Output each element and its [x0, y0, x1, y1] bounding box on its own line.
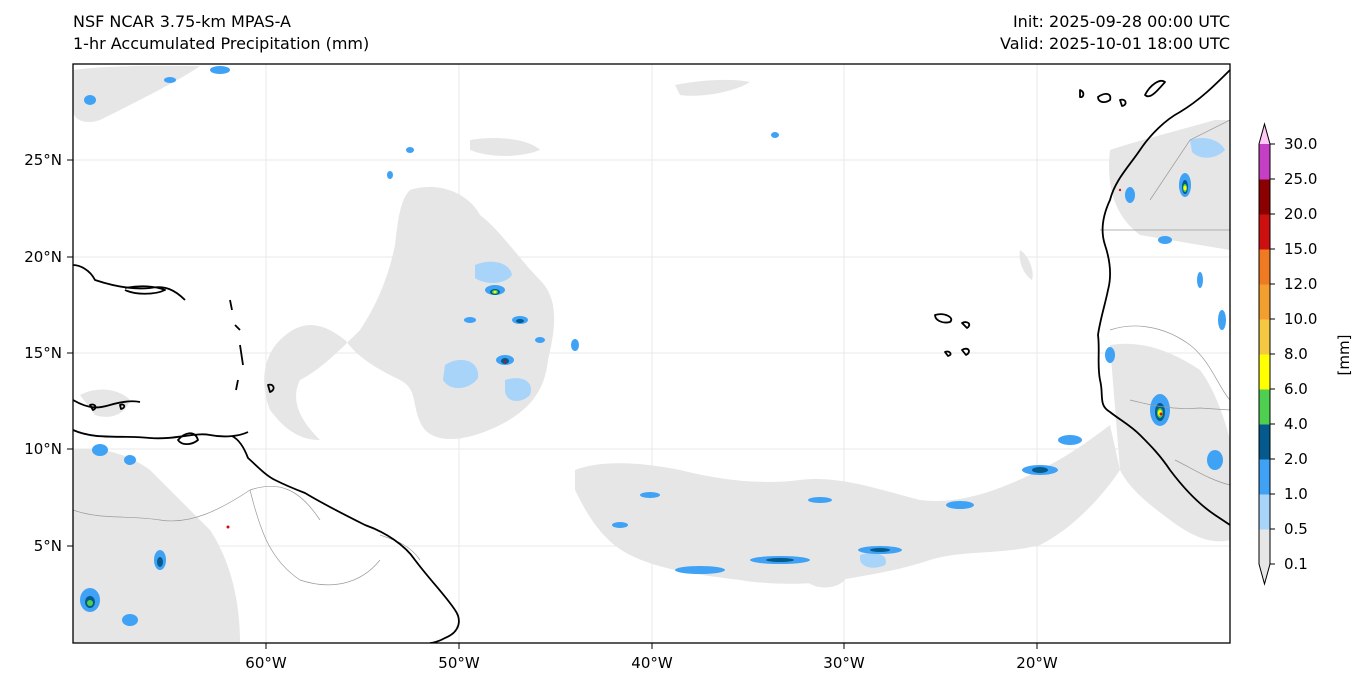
- colorbar-segment: [1259, 354, 1270, 390]
- colorbar-label: [mm]: [1335, 335, 1353, 376]
- colorbar-segment: [1259, 389, 1270, 425]
- init-time: Init: 2025-09-28 00:00 UTC: [1012, 12, 1230, 31]
- country-borders: [73, 119, 1230, 586]
- colorbar-tick-label: 1.0: [1284, 485, 1308, 503]
- axis-ticks: [67, 159, 1038, 649]
- colorbar-segment: [1259, 319, 1270, 355]
- colorbar-tick-label: 4.0: [1284, 415, 1308, 433]
- colorbar-tick-label: 0.5: [1284, 520, 1308, 538]
- colorbar-tick-label: 0.1: [1284, 555, 1308, 573]
- colorbar: 0.1 0.5 1.0 2.0 4.0 6.0 8.0 10.0 12.0 15.0 20.0 25.…: [1258, 122, 1317, 586]
- lat-label: 25°N: [24, 151, 62, 169]
- lon-label: 60°W: [245, 654, 287, 672]
- lon-label: 30°W: [823, 654, 865, 672]
- colorbar-segment: [1259, 144, 1270, 180]
- colorbar-segment: [1259, 179, 1270, 215]
- lon-label: 20°W: [1016, 654, 1058, 672]
- latitude-labels: 25°N 20°N 15°N 10°N 5°N: [24, 151, 62, 555]
- time-info: Init: 2025-09-28 00:00 UTC Valid: 2025-1…: [1000, 11, 1230, 55]
- colorbar-extend-min: [1259, 564, 1270, 584]
- colorbar-segment: [1259, 459, 1270, 495]
- valid-time: Valid: 2025-10-01 18:00 UTC: [999, 34, 1230, 53]
- colorbar-tick-label: 12.0: [1284, 275, 1317, 293]
- colorbar-tick-label: 2.0: [1284, 450, 1308, 468]
- colorbar-tick-label: 30.0: [1284, 135, 1317, 153]
- colorbar-tick-label: 15.0: [1284, 240, 1317, 258]
- colorbar-tick-label: 8.0: [1284, 345, 1308, 363]
- colorbar-tick-label: 6.0: [1284, 380, 1308, 398]
- longitude-labels: 60°W 50°W 40°W 30°W 20°W: [245, 654, 1058, 672]
- colorbar-segment: [1259, 249, 1270, 285]
- map-area: [73, 64, 1230, 643]
- colorbar-segment: [1259, 214, 1270, 250]
- map-title: NSF NCAR 3.75-km MPAS-A 1-hr Accumulated…: [73, 11, 369, 55]
- colorbar-tick-label: 10.0: [1284, 310, 1317, 328]
- colorbar-segment: [1259, 494, 1270, 530]
- lon-label: 40°W: [631, 654, 673, 672]
- lon-label: 50°W: [438, 654, 480, 672]
- lat-label: 5°N: [34, 537, 62, 555]
- colorbar-segment: [1259, 529, 1270, 565]
- colorbar-tick-label: 20.0: [1284, 205, 1317, 223]
- model-title: NSF NCAR 3.75-km MPAS-A: [73, 12, 291, 31]
- precip-light-regions: [73, 65, 1230, 643]
- coastlines: [73, 69, 1230, 643]
- precip-0.5mm-regions: [443, 138, 1225, 568]
- colorbar-segment: [1259, 424, 1270, 460]
- precip-cells: [80, 66, 1226, 626]
- colorbar-segment: [1259, 284, 1270, 320]
- lat-label: 20°N: [24, 248, 62, 266]
- colorbar-tick-label: 25.0: [1284, 170, 1317, 188]
- lat-label: 15°N: [24, 344, 62, 362]
- field-title: 1-hr Accumulated Precipitation (mm): [73, 34, 370, 53]
- colorbar-extend-max: [1259, 124, 1270, 144]
- lat-label: 10°N: [24, 440, 62, 458]
